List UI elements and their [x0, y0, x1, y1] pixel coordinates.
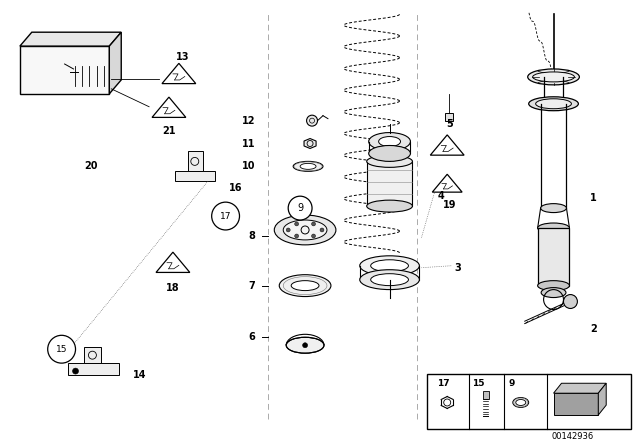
Bar — [367, 161, 412, 206]
Circle shape — [294, 222, 299, 226]
Ellipse shape — [360, 270, 419, 289]
Circle shape — [72, 368, 79, 374]
Text: 10: 10 — [242, 161, 255, 171]
Text: 17: 17 — [220, 211, 231, 220]
Polygon shape — [20, 32, 121, 46]
Text: 17: 17 — [437, 379, 450, 388]
Text: 1: 1 — [590, 193, 597, 203]
Circle shape — [320, 228, 324, 232]
Bar — [20, 46, 109, 94]
Ellipse shape — [360, 256, 419, 276]
Ellipse shape — [513, 397, 529, 407]
Ellipse shape — [300, 164, 316, 169]
Circle shape — [303, 343, 308, 348]
Ellipse shape — [516, 400, 525, 405]
Text: 00142936: 00142936 — [551, 432, 593, 441]
Polygon shape — [188, 151, 203, 171]
Ellipse shape — [541, 204, 566, 212]
Ellipse shape — [293, 161, 323, 171]
Text: 19: 19 — [442, 200, 456, 210]
Ellipse shape — [536, 99, 572, 109]
Ellipse shape — [279, 275, 331, 297]
Text: 12: 12 — [242, 116, 255, 125]
Ellipse shape — [291, 280, 319, 291]
Circle shape — [286, 228, 290, 232]
Polygon shape — [68, 363, 119, 375]
Circle shape — [312, 222, 316, 226]
Circle shape — [294, 234, 299, 238]
Text: 6: 6 — [249, 332, 255, 342]
Circle shape — [288, 196, 312, 220]
Ellipse shape — [275, 215, 336, 245]
Circle shape — [307, 115, 317, 126]
Text: 21: 21 — [162, 125, 176, 136]
Polygon shape — [554, 383, 606, 393]
Text: 2: 2 — [590, 324, 597, 334]
Text: 20: 20 — [84, 161, 98, 171]
Ellipse shape — [371, 274, 408, 286]
Circle shape — [48, 335, 76, 363]
Text: 5: 5 — [446, 119, 452, 129]
Bar — [428, 374, 631, 429]
Ellipse shape — [367, 200, 412, 212]
Ellipse shape — [538, 280, 570, 291]
Ellipse shape — [367, 155, 412, 168]
Circle shape — [212, 202, 239, 230]
Text: 9: 9 — [509, 379, 515, 388]
Bar — [445, 113, 453, 121]
Circle shape — [312, 234, 316, 238]
Text: 8: 8 — [248, 231, 255, 241]
Text: 15: 15 — [56, 345, 67, 354]
Ellipse shape — [541, 288, 566, 297]
Circle shape — [563, 294, 577, 309]
Ellipse shape — [369, 133, 410, 151]
Ellipse shape — [286, 337, 324, 353]
Polygon shape — [554, 393, 598, 415]
Polygon shape — [84, 347, 101, 363]
Ellipse shape — [371, 260, 408, 271]
Ellipse shape — [538, 223, 570, 233]
Text: 14: 14 — [133, 370, 147, 380]
Ellipse shape — [379, 137, 401, 146]
Polygon shape — [109, 32, 121, 94]
Ellipse shape — [369, 146, 410, 161]
Text: 11: 11 — [242, 138, 255, 148]
Text: 18: 18 — [166, 283, 180, 293]
Text: 13: 13 — [176, 52, 189, 62]
Bar — [483, 391, 489, 399]
Polygon shape — [304, 138, 316, 148]
Bar — [538, 228, 570, 286]
Text: 3: 3 — [454, 263, 461, 273]
Text: 15: 15 — [472, 379, 484, 388]
Polygon shape — [598, 383, 606, 415]
Ellipse shape — [529, 97, 579, 111]
Ellipse shape — [528, 69, 579, 85]
Text: 7: 7 — [249, 280, 255, 291]
Polygon shape — [175, 171, 214, 181]
Text: 16: 16 — [228, 183, 242, 193]
Text: 4: 4 — [437, 191, 444, 201]
Ellipse shape — [532, 72, 575, 82]
Ellipse shape — [284, 220, 327, 240]
Text: 9: 9 — [297, 203, 303, 213]
